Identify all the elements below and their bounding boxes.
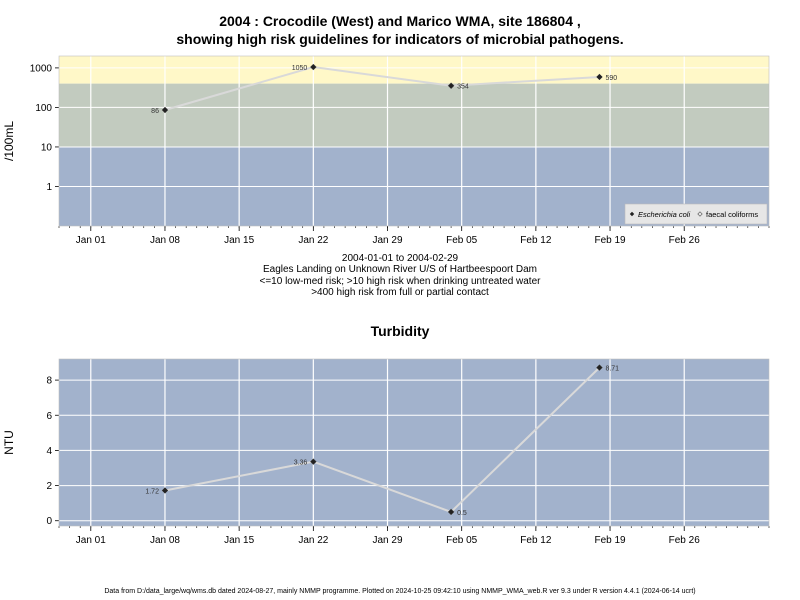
x-tick-label: Jan 15 — [224, 535, 254, 546]
data-point — [447, 508, 455, 516]
data-label: 86 — [151, 108, 159, 115]
legend-entry: Escherichia coli — [638, 210, 690, 219]
data-point — [309, 63, 317, 71]
x-tick-label: Feb 19 — [594, 535, 626, 546]
data-label: 354 — [457, 84, 469, 91]
y-axis-label: NTU — [2, 430, 16, 455]
y-tick-label: 10 — [41, 142, 53, 153]
legend-marker — [697, 211, 703, 217]
x-tick-label: Jan 22 — [298, 535, 328, 546]
x-tick-label: Feb 12 — [520, 235, 552, 246]
y-tick-label: 6 — [46, 411, 52, 422]
date-range: 2004-01-01 to 2004-02-29 — [341, 253, 459, 264]
x-tick-label: Jan 01 — [76, 235, 106, 246]
turbidity-title: Turbidity — [370, 323, 430, 339]
legend: Escherichia coli faecal coliforms — [624, 203, 768, 225]
y-tick-label: 8 — [46, 376, 52, 387]
data-point — [161, 487, 169, 494]
data-point — [447, 82, 455, 90]
x-tick-label: Feb 05 — [446, 535, 478, 546]
x-tick-label: Feb 26 — [669, 235, 701, 246]
x-tick-label: Feb 05 — [446, 235, 478, 246]
data-label: 1.72 — [145, 488, 159, 495]
plot-frame — [58, 358, 770, 527]
guideline-band — [59, 83, 769, 147]
data-label: 3.36 — [294, 460, 308, 467]
plot-frame — [58, 55, 770, 227]
x-tick-label: Feb 12 — [520, 535, 552, 546]
y-tick-label: 100 — [35, 103, 52, 114]
data-point — [309, 458, 317, 466]
y-tick-label: 4 — [46, 446, 52, 457]
footer-note: Data from D:/data_large/wq/wms.db dated … — [104, 588, 696, 595]
x-tick-label: Jan 01 — [76, 535, 106, 546]
x-tick-label: Jan 15 — [224, 235, 254, 246]
turbidity-chart: Jan 01 Jan 08 Jan 15 Jan 22 Jan 29 Feb 05 Feb … — [2, 358, 770, 546]
data-label: 1050 — [292, 65, 308, 72]
series-line — [164, 366, 601, 514]
y-tick-label: 1 — [46, 182, 52, 193]
guideline-drinking-note: <=10 low-med risk; >10 high risk when dr… — [259, 276, 541, 287]
x-tick-label: Jan 29 — [372, 235, 402, 246]
y-tick-label: 2 — [46, 481, 52, 492]
legend-box — [624, 203, 768, 225]
data-point — [161, 106, 169, 114]
chart-title-line-2: showing high risk guidelines for indicat… — [176, 31, 624, 47]
chart-title-line-1: 2004 : Crocodile (West) and Marico WMA, … — [219, 13, 581, 29]
legend-entry: faecal coliforms — [706, 210, 758, 219]
x-tick-label: Jan 22 — [298, 235, 328, 246]
x-tick-label: Feb 26 — [669, 535, 701, 546]
bacteria-chart: Jan 01 Jan 08 Jan 15 Jan 22 Jan 29 Feb 05 Feb … — [2, 55, 770, 246]
x-tick-label: Jan 08 — [150, 535, 180, 546]
site-description: Eagles Landing on Unknown River U/S of H… — [262, 264, 538, 275]
y-tick-label: 1000 — [30, 63, 53, 74]
y-axis-label: /100mL — [2, 121, 16, 161]
legend-marker — [629, 211, 635, 217]
data-label: 590 — [605, 75, 617, 82]
data-point — [596, 364, 603, 371]
guideline-contact-note: >400 high risk from full or partial cont… — [311, 287, 489, 298]
x-tick-label: Jan 29 — [372, 535, 402, 546]
guideline-band — [59, 56, 769, 84]
y-tick-label: 0 — [46, 516, 52, 527]
series-line — [164, 66, 600, 111]
data-label: 8.71 — [605, 366, 619, 373]
x-tick-label: Feb 19 — [594, 235, 626, 246]
x-tick-label: Jan 08 — [150, 235, 180, 246]
data-label: 0.5 — [457, 510, 467, 517]
data-point — [596, 73, 603, 81]
